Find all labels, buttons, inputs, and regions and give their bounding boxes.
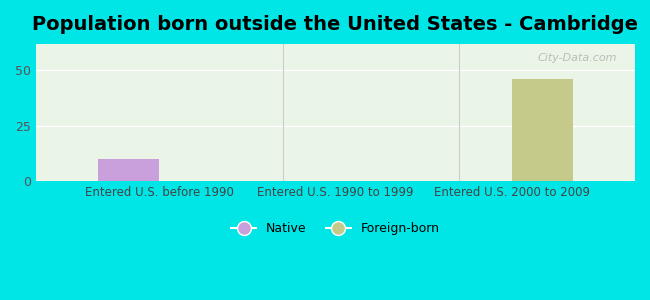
Title: Population born outside the United States - Cambridge: Population born outside the United State… xyxy=(32,15,638,34)
Bar xyxy=(98,159,159,181)
Legend: Native, Foreign-born: Native, Foreign-born xyxy=(226,217,445,240)
Bar xyxy=(512,79,573,181)
Text: City-Data.com: City-Data.com xyxy=(538,53,617,64)
